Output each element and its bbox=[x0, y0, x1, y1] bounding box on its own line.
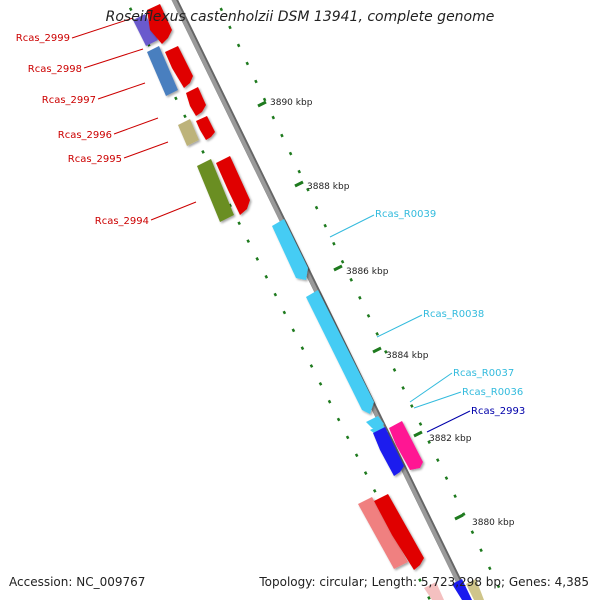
gene-feature-rcas-2996-forward[interactable] bbox=[196, 116, 215, 140]
gene-label[interactable]: Rcas_2995 bbox=[68, 154, 122, 165]
gene-label[interactable]: Rcas_2994 bbox=[95, 216, 149, 227]
gene-feature-rcas-r0038[interactable] bbox=[306, 290, 374, 414]
leader-line-rcas-r0039 bbox=[329, 214, 375, 238]
tick-ring-inner bbox=[124, 0, 432, 600]
gene-labels: Rcas_2999 Rcas_2998 Rcas_2997 Rcas_2996 … bbox=[16, 33, 525, 417]
gene-feature-rcas-2999-forward[interactable] bbox=[147, 4, 172, 44]
gene-label[interactable]: Rcas_2999 bbox=[16, 33, 70, 44]
gene-feature-bottom-lightpink[interactable] bbox=[424, 582, 444, 600]
gene-label[interactable]: Rcas_R0037 bbox=[453, 368, 514, 379]
gene-feature-rcas-2997-forward[interactable] bbox=[186, 87, 206, 116]
scale-tick-mark bbox=[454, 513, 464, 521]
gene-label[interactable]: Rcas_2996 bbox=[58, 130, 112, 141]
scale-tick-label: 3882 kbp bbox=[429, 434, 472, 444]
leader-line-rcas-r0036 bbox=[413, 391, 462, 409]
scale-tick-label: 3886 kbp bbox=[346, 267, 389, 277]
label-leaders bbox=[71, 17, 471, 433]
leader-line-rcas-2997 bbox=[97, 82, 146, 100]
gene-feature-bottom-pink[interactable] bbox=[358, 497, 408, 569]
scale-tick-label: 3888 kbp bbox=[307, 182, 350, 192]
leader-line-rcas-2994 bbox=[150, 201, 197, 221]
gene-label[interactable]: Rcas_2998 bbox=[28, 64, 82, 75]
gene-label[interactable]: Rcas_R0036 bbox=[462, 387, 523, 398]
map-title: Roseiflexus castenholzii DSM 13941, comp… bbox=[105, 9, 495, 25]
gene-feature-bottom-khaki[interactable] bbox=[466, 579, 484, 600]
leader-line-rcas-2999 bbox=[71, 17, 134, 39]
gene-feature-bottom-red[interactable] bbox=[374, 494, 424, 570]
leader-line-rcas-r0037 bbox=[409, 372, 453, 403]
leader-line-rcas-r0038 bbox=[376, 314, 423, 338]
scale-tick-mark bbox=[294, 180, 304, 188]
gene-label[interactable]: Rcas_R0038 bbox=[423, 309, 484, 320]
tick-ring-outer bbox=[215, 0, 507, 600]
leader-line-rcas-2993 bbox=[426, 410, 471, 433]
gene-feature-rcas-r0039[interactable] bbox=[272, 219, 308, 280]
scale-tick-mark bbox=[333, 264, 343, 272]
scale-tick-mark bbox=[413, 430, 423, 438]
gene-feature-rcas-2998-reverse[interactable] bbox=[147, 46, 178, 96]
leader-line-rcas-2996 bbox=[113, 117, 159, 135]
gene-feature-rcas-2993[interactable] bbox=[373, 427, 404, 476]
scale-tick-label: 3890 kbp bbox=[270, 98, 313, 108]
scale-tick-mark bbox=[372, 346, 382, 354]
gene-feature-magenta[interactable] bbox=[389, 421, 423, 470]
gene-feature-rcas-2994-reverse[interactable] bbox=[197, 159, 234, 222]
scale-tick-label: 3884 kbp bbox=[386, 351, 429, 361]
gene-feature-rcas-2999-reverse[interactable] bbox=[133, 14, 158, 46]
scale-tick-label: 3880 kbp bbox=[472, 518, 515, 528]
gene-label[interactable]: Rcas_2997 bbox=[42, 95, 96, 106]
gene-feature-rcas-2996-reverse[interactable] bbox=[178, 119, 199, 146]
gene-label[interactable]: Rcas_R0039 bbox=[375, 209, 436, 220]
scale-tick-group: 3890 kbp 3888 kbp 3886 kbp 3884 kbp 3882… bbox=[257, 98, 515, 528]
gene-feature-rcas-2994-forward[interactable] bbox=[216, 156, 250, 215]
leader-line-rcas-2995 bbox=[123, 141, 169, 159]
leader-line-rcas-2998 bbox=[83, 48, 144, 69]
accession-label: Accession: NC_009767 bbox=[9, 575, 146, 589]
gene-feature-bottom-blue[interactable] bbox=[452, 579, 472, 600]
gene-feature-rcas-2998-forward[interactable] bbox=[165, 46, 193, 88]
scale-tick-mark bbox=[257, 100, 267, 108]
genome-summary-label: Topology: circular; Length: 5,723,298 bp… bbox=[259, 575, 589, 589]
gene-label[interactable]: Rcas_2993 bbox=[471, 406, 525, 417]
